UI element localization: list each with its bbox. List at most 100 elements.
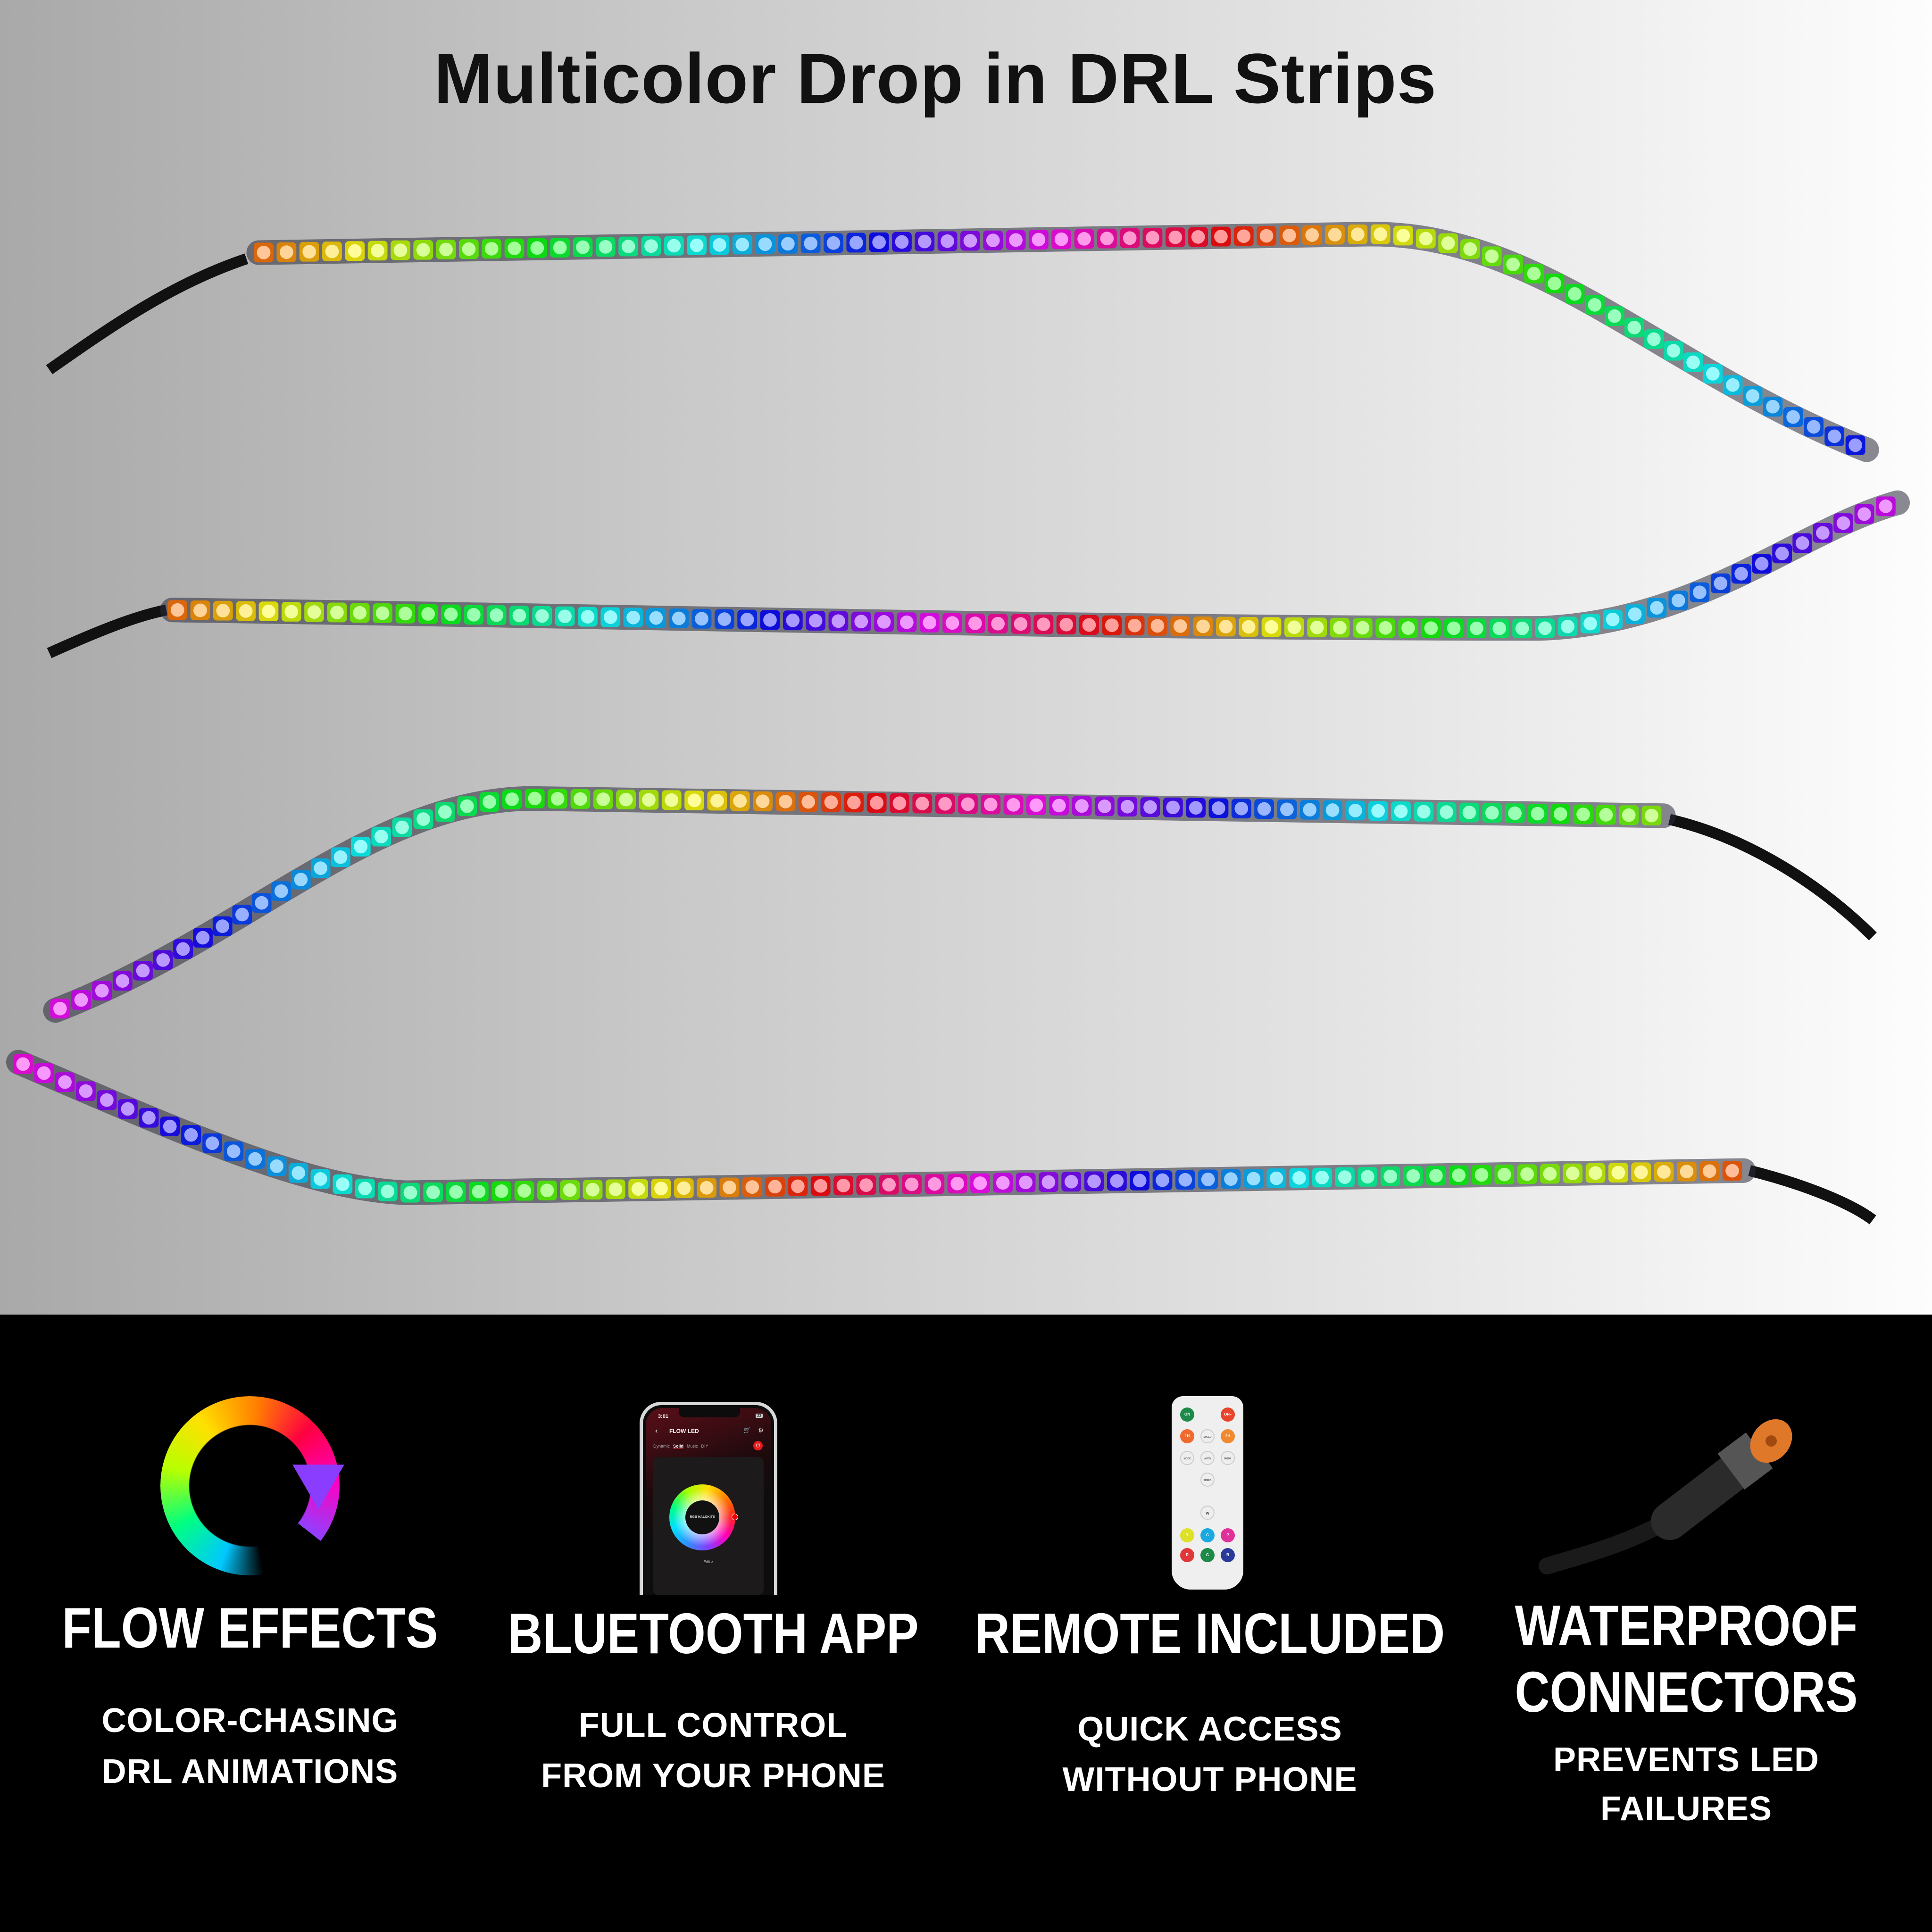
led-light bbox=[1120, 799, 1134, 814]
led-light bbox=[1548, 276, 1561, 291]
led-light bbox=[466, 608, 481, 622]
led-light bbox=[1406, 1169, 1420, 1183]
led-light bbox=[1734, 567, 1748, 581]
led-light bbox=[462, 242, 476, 256]
led-light bbox=[1019, 1175, 1033, 1190]
wheel-logo: RGB HALOKITS bbox=[685, 1500, 719, 1534]
led-light bbox=[1328, 228, 1342, 242]
led-light bbox=[1100, 232, 1114, 245]
led-light bbox=[733, 794, 747, 808]
led-light bbox=[325, 244, 339, 258]
led-light bbox=[700, 1181, 714, 1195]
led-light bbox=[1351, 227, 1365, 242]
remote-off-button: OFF bbox=[1221, 1407, 1235, 1422]
led-light bbox=[1429, 1169, 1443, 1183]
led-light bbox=[1241, 620, 1256, 634]
connector-body bbox=[1651, 1448, 1759, 1540]
led-light bbox=[781, 237, 795, 251]
led-light bbox=[854, 615, 868, 628]
led-light bbox=[1506, 258, 1520, 272]
led-light bbox=[1816, 526, 1830, 540]
led-light bbox=[768, 1180, 782, 1194]
led-light bbox=[1150, 619, 1165, 633]
led-light bbox=[847, 796, 861, 809]
led-light bbox=[923, 616, 937, 630]
color-card: RGB HALOKITS Edit > bbox=[653, 1457, 764, 1595]
led-light bbox=[1447, 621, 1461, 635]
led-light bbox=[1087, 1174, 1101, 1188]
led-light bbox=[1191, 230, 1205, 244]
led-light bbox=[508, 242, 521, 255]
led-light bbox=[393, 243, 408, 257]
led-light bbox=[270, 1159, 283, 1173]
led-light bbox=[1059, 617, 1074, 632]
led-light bbox=[1746, 389, 1760, 403]
led-light bbox=[642, 793, 656, 807]
strip-cable bbox=[1748, 1165, 1876, 1224]
led-light bbox=[778, 795, 792, 808]
led-light bbox=[872, 235, 886, 250]
app-tabs: Dynamic Solid Music DIY bbox=[653, 1444, 708, 1449]
strip-body bbox=[43, 786, 1676, 1023]
led-light bbox=[1702, 1164, 1716, 1178]
strip-body bbox=[246, 222, 1879, 462]
feature-subtitle-line: FULL CONTROL bbox=[578, 1707, 848, 1744]
led-light bbox=[449, 1185, 463, 1199]
led-light bbox=[574, 792, 587, 806]
led-light bbox=[1686, 355, 1700, 369]
led-light bbox=[1650, 601, 1664, 615]
led-light bbox=[1394, 804, 1408, 818]
remote-on-button: ON bbox=[1180, 1407, 1194, 1422]
led-light bbox=[1576, 808, 1590, 821]
led-light bbox=[294, 873, 308, 887]
led-light bbox=[608, 1183, 623, 1196]
led-light bbox=[626, 610, 640, 625]
led-light bbox=[1265, 620, 1278, 634]
led-light bbox=[1606, 612, 1620, 626]
led-light bbox=[95, 983, 109, 998]
led-light bbox=[205, 1136, 219, 1150]
led-light bbox=[1374, 227, 1388, 241]
led-light bbox=[665, 793, 679, 807]
led-light bbox=[1714, 576, 1728, 591]
led-light bbox=[313, 1172, 327, 1186]
waterproof-connector-icon bbox=[1539, 1419, 1792, 1574]
led-light bbox=[58, 1075, 72, 1089]
led-light bbox=[1611, 1166, 1625, 1180]
led-light bbox=[1520, 1167, 1534, 1181]
app-title: FLOW LED bbox=[669, 1428, 699, 1434]
led-light bbox=[257, 246, 271, 259]
led-light bbox=[644, 239, 658, 253]
led-light bbox=[1378, 621, 1392, 635]
led-light bbox=[279, 245, 293, 259]
led-light bbox=[1589, 1166, 1602, 1180]
led-light bbox=[1725, 1164, 1739, 1178]
led-light bbox=[438, 805, 452, 819]
led-light bbox=[142, 1111, 156, 1125]
led-light bbox=[1077, 232, 1091, 246]
led-light bbox=[1485, 249, 1499, 263]
feature-subtitle-line: COLOR-CHASING bbox=[101, 1702, 399, 1740]
led-light bbox=[1692, 585, 1707, 600]
led-light bbox=[1492, 621, 1507, 635]
led-light bbox=[235, 908, 249, 922]
feature-subtitle-line: FROM YOUR PHONE bbox=[541, 1757, 885, 1795]
led-light bbox=[631, 1182, 645, 1196]
led-light bbox=[371, 244, 384, 258]
led-light bbox=[963, 234, 977, 248]
led-light bbox=[1234, 801, 1249, 816]
cart-icon: 🛒 bbox=[743, 1427, 750, 1433]
led-light bbox=[740, 613, 754, 626]
led-light bbox=[170, 603, 184, 617]
led-light bbox=[1807, 420, 1821, 434]
led-light bbox=[1726, 378, 1740, 392]
led-light bbox=[801, 795, 816, 809]
led-strip-1 bbox=[46, 222, 1879, 462]
led-light bbox=[375, 606, 390, 620]
features-band bbox=[0, 1315, 1932, 1932]
led-light bbox=[528, 791, 542, 806]
led-light bbox=[156, 953, 170, 967]
led-light bbox=[756, 794, 770, 808]
feature-title: FLOW EFFECTS bbox=[62, 1596, 438, 1660]
led-light bbox=[758, 237, 772, 251]
